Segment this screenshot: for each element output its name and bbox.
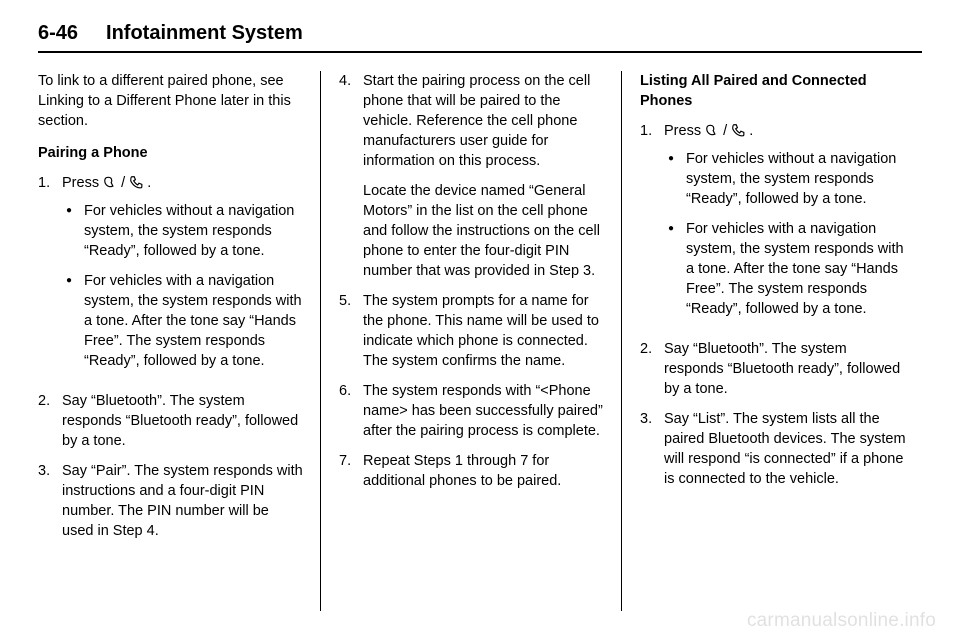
bullet-text: For vehicles with a navigation system, t… (84, 271, 304, 371)
step1-prefix: Press (62, 175, 103, 191)
column-2: 4. Start the pairing process on the cell… (320, 71, 621, 611)
step-2: 2. Say “Bluetooth”. The system responds … (38, 391, 304, 451)
icon-separator: / (117, 175, 129, 191)
step-text: Say “List”. The system lists all the pai… (664, 409, 906, 489)
bullet-dot: ● (664, 219, 686, 319)
column-3: Listing All Paired and Connected Phones … (621, 71, 922, 611)
step-6: 6. The system responds with “<Phone name… (339, 381, 605, 441)
step-number: 4. (339, 71, 363, 281)
bullet-dot: ● (62, 201, 84, 261)
step-4: 4. Start the pairing process on the cell… (339, 71, 605, 281)
step-number: 1. (640, 121, 664, 329)
page-number: 6-46 (38, 22, 78, 45)
step-text: Say “Bluetooth”. The system responds “Bl… (62, 391, 304, 451)
step-1: 1. Press / . ● For vehicles without a na… (640, 121, 906, 329)
bullet-dot: ● (664, 149, 686, 209)
bullet-item: ● For vehicles without a navigation syst… (62, 201, 304, 261)
step-2: 2. Say “Bluetooth”. The system responds … (640, 339, 906, 399)
voice-icon (103, 175, 117, 189)
page-header: 6-46 Infotainment System (38, 22, 922, 53)
step-1: 1. Press / . ● For vehicles without a na… (38, 173, 304, 381)
step-number: 3. (640, 409, 664, 489)
bullet-text: For vehicles without a navigation system… (84, 201, 304, 261)
step1-prefix: Press (664, 123, 705, 139)
phone-icon (731, 123, 745, 137)
pairing-heading: Pairing a Phone (38, 143, 304, 163)
step-3: 3. Say “List”. The system lists all the … (640, 409, 906, 489)
pairing-steps-4-7: 4. Start the pairing process on the cell… (339, 71, 605, 491)
bullet-text: For vehicles without a navigation system… (686, 149, 906, 209)
icon-separator: / (719, 123, 731, 139)
step1-suffix: . (143, 175, 151, 191)
step-number: 7. (339, 451, 363, 491)
step-number: 3. (38, 461, 62, 541)
section-title: Infotainment System (106, 22, 303, 45)
step-5: 5. The system prompts for a name for the… (339, 291, 605, 371)
step-text: Say “Pair”. The system responds with ins… (62, 461, 304, 541)
listing-heading: Listing All Paired and Connected Phones (640, 71, 906, 111)
step-7: 7. Repeat Steps 1 through 7 for addition… (339, 451, 605, 491)
step-number: 1. (38, 173, 62, 381)
step-3: 3. Say “Pair”. The system responds with … (38, 461, 304, 541)
step-number: 6. (339, 381, 363, 441)
bullet-item: ● For vehicles with a navigation system,… (664, 219, 906, 319)
step-number: 2. (640, 339, 664, 399)
watermark: carmanualsonline.info (747, 610, 936, 632)
pairing-steps-1-3: 1. Press / . ● For vehicles without a na… (38, 173, 304, 541)
intro-paragraph: To link to a different paired phone, see… (38, 71, 304, 131)
step-text: The system responds with “<Phone name> h… (363, 381, 605, 441)
step1-bullets: ● For vehicles without a navigation syst… (62, 201, 304, 371)
bullet-item: ● For vehicles with a navigation system,… (62, 271, 304, 371)
listing-steps: 1. Press / . ● For vehicles without a na… (640, 121, 906, 489)
step1-suffix: . (745, 123, 753, 139)
step-number: 2. (38, 391, 62, 451)
step-number: 5. (339, 291, 363, 371)
step-text: Repeat Steps 1 through 7 for additional … (363, 451, 605, 491)
column-1: To link to a different paired phone, see… (38, 71, 320, 611)
bullet-dot: ● (62, 271, 84, 371)
bullet-text: For vehicles with a navigation system, t… (686, 219, 906, 319)
step4-text-a: Start the pairing process on the cell ph… (363, 73, 590, 169)
voice-icon (705, 123, 719, 137)
step-text: Say “Bluetooth”. The system responds “Bl… (664, 339, 906, 399)
step1-bullets: ● For vehicles without a navigation syst… (664, 149, 906, 319)
bullet-item: ● For vehicles without a navigation syst… (664, 149, 906, 209)
step4-text-b: Locate the device named “General Motors”… (363, 181, 605, 281)
content-columns: To link to a different paired phone, see… (38, 71, 922, 611)
step-text: The system prompts for a name for the ph… (363, 291, 605, 371)
phone-icon (129, 175, 143, 189)
